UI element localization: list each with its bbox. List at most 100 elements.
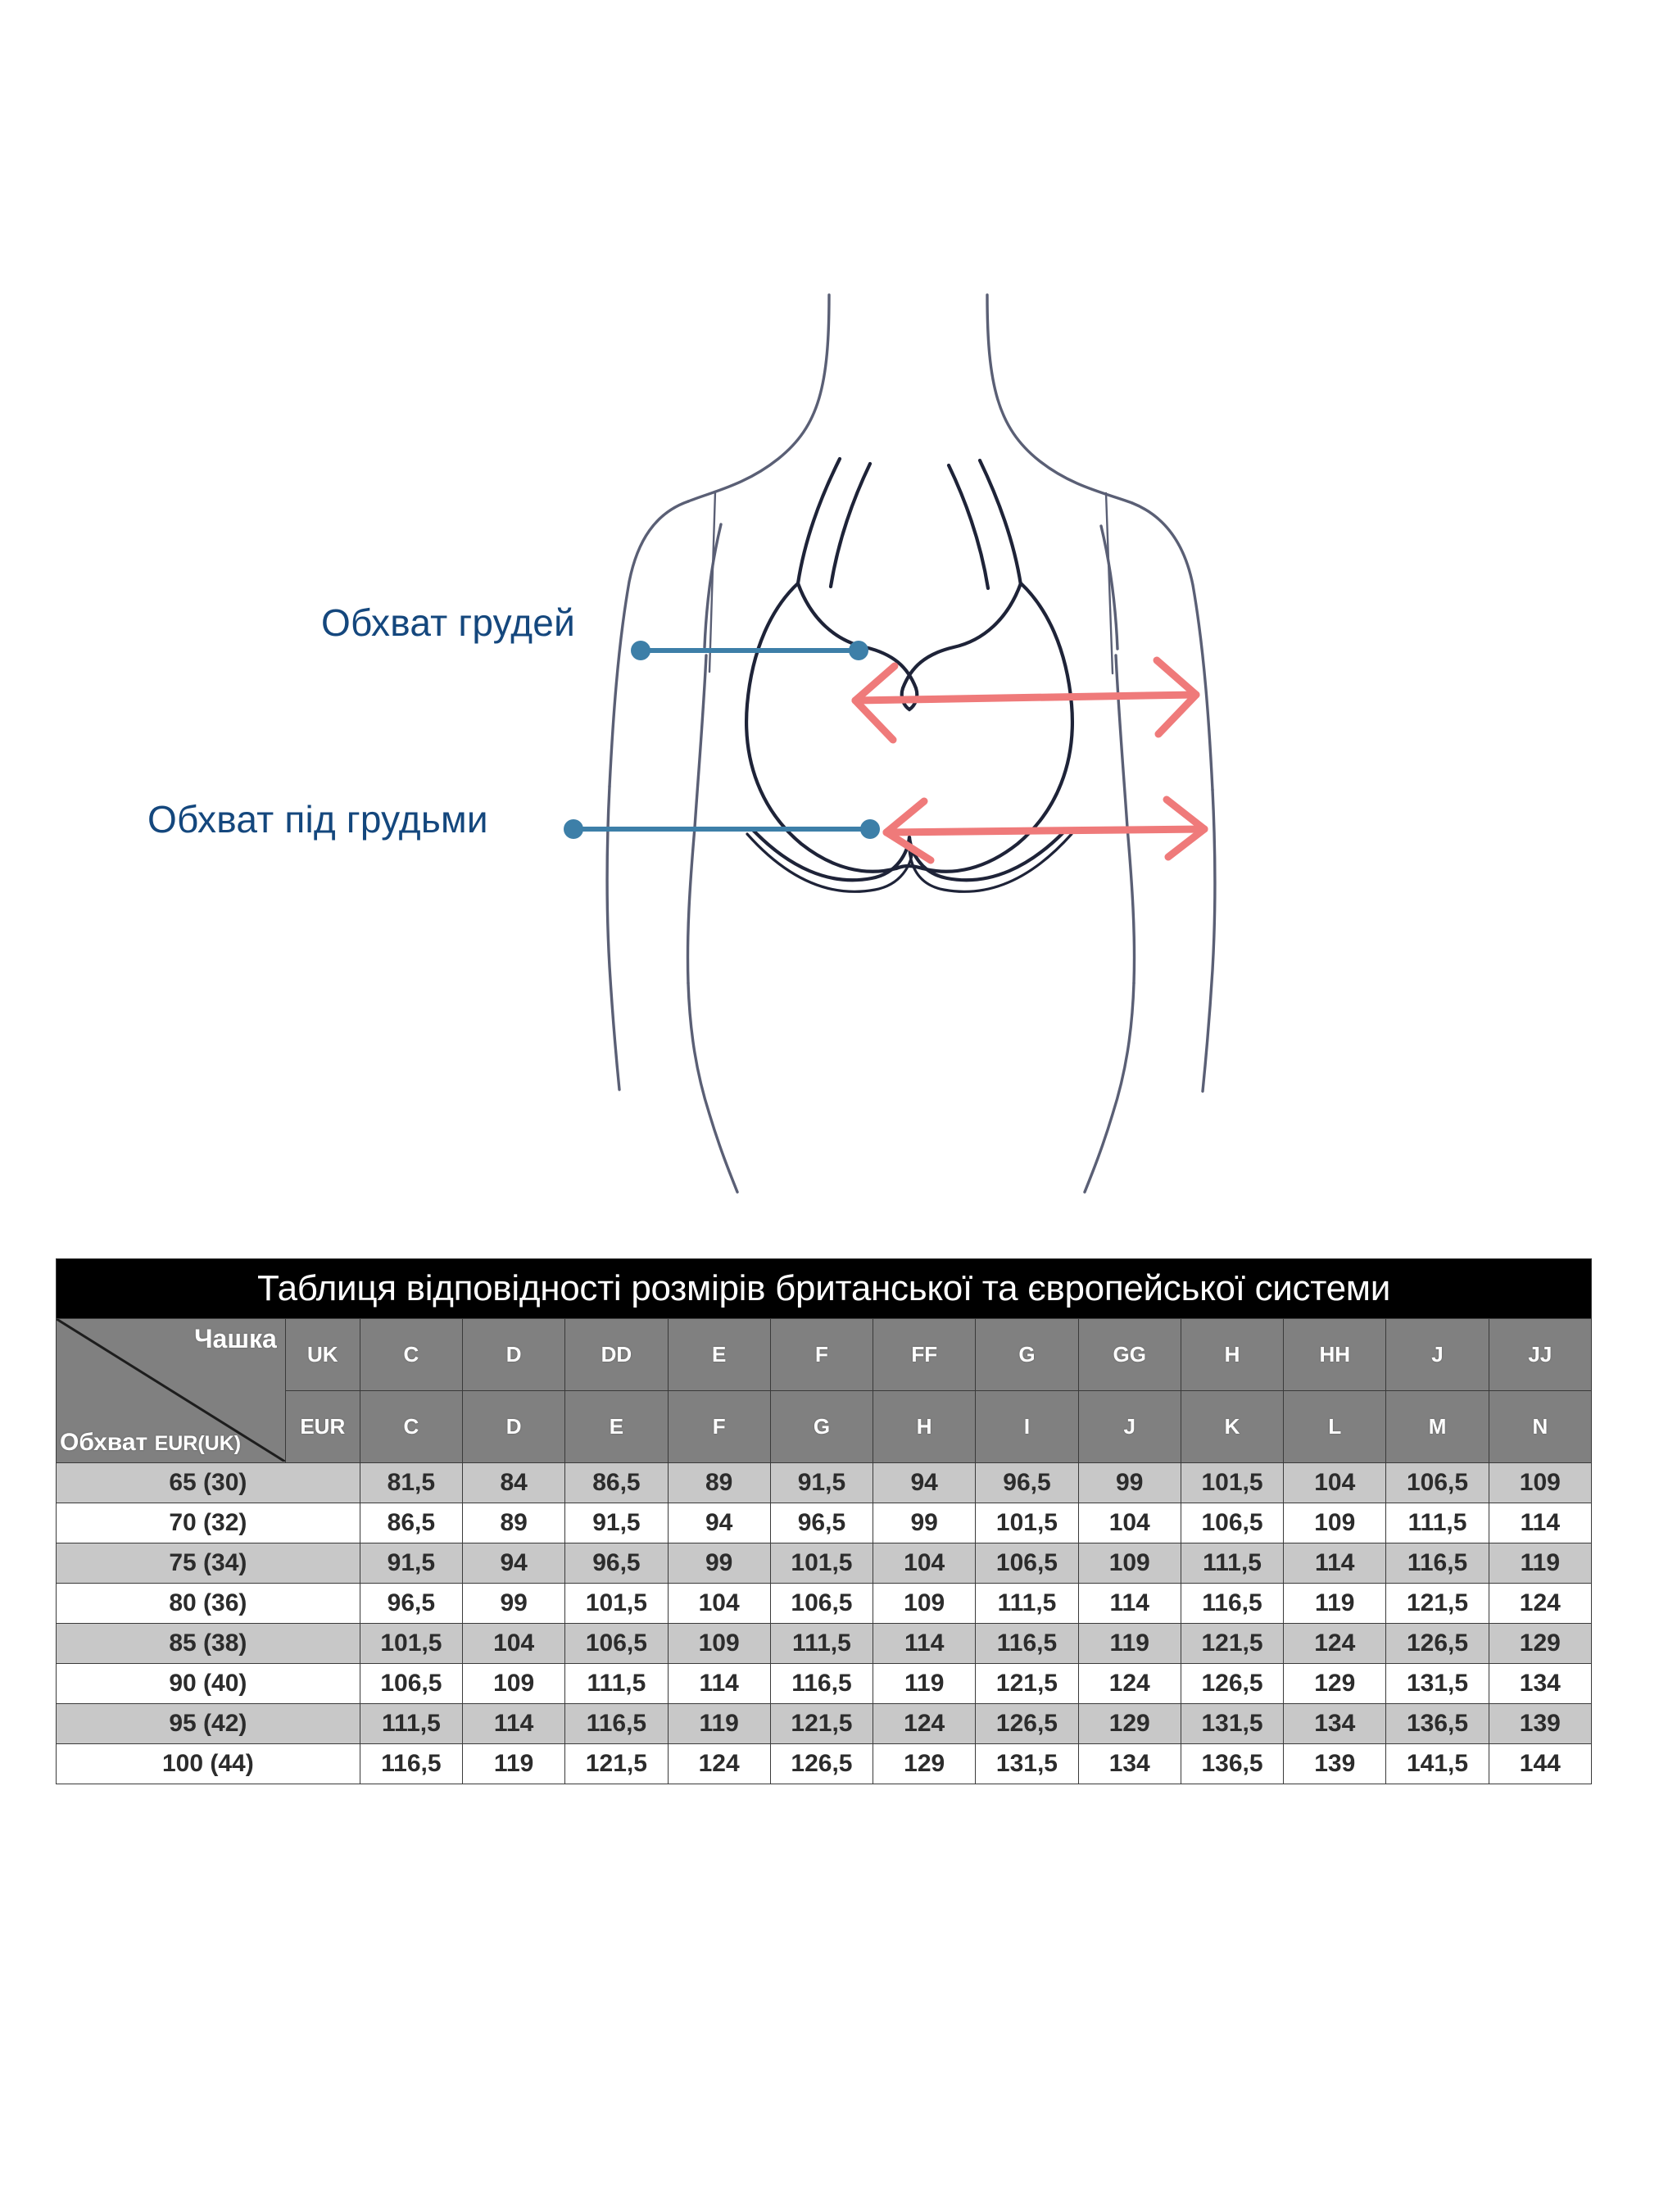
table-row: 70 (32) 86,5 89 91,5 94 96,5 99 101,5 104 106,5 10… (56, 1503, 1593, 1543)
header-eur-cup-11: N (1488, 1390, 1593, 1463)
table-title: Таблиця відповідності розмірів британськ… (56, 1258, 1592, 1319)
cell-measurement: 99 (873, 1503, 977, 1543)
cell-measurement: 114 (461, 1703, 566, 1744)
cell-measurement: 124 (873, 1703, 977, 1744)
cell-measurement: 141,5 (1385, 1743, 1489, 1784)
cell-measurement: 121,5 (769, 1703, 874, 1744)
cell-measurement: 109 (667, 1623, 771, 1664)
cell-measurement: 134 (1077, 1743, 1181, 1784)
cell-measurement: 136,5 (1385, 1703, 1489, 1744)
size-conversion-table-container: Таблиця відповідності розмірів британськ… (56, 1258, 1593, 1784)
cell-measurement: 86,5 (359, 1503, 464, 1543)
row-label-band-size: 80 (36) (56, 1583, 360, 1624)
header-uk-cup-2: DD (564, 1318, 669, 1391)
cell-measurement: 116,5 (1180, 1583, 1285, 1624)
corner-diagonal-divider (57, 1319, 285, 1462)
table-row: 65 (30) 81,5 84 86,5 89 91,5 94 96,5 99 101,5 104 1… (56, 1462, 1593, 1503)
cell-measurement: 101,5 (975, 1503, 1079, 1543)
header-uk-cup-5: FF (873, 1318, 977, 1391)
header-uk-cup-1: D (461, 1318, 566, 1391)
torso-illustration (564, 293, 1217, 1194)
cell-measurement: 81,5 (359, 1462, 464, 1503)
cell-measurement: 104 (461, 1623, 566, 1664)
header-eur-cup-6: I (975, 1390, 1079, 1463)
cell-measurement: 134 (1488, 1663, 1593, 1704)
cell-measurement: 124 (1283, 1623, 1387, 1664)
cell-measurement: 124 (1488, 1583, 1593, 1624)
row-label-band-size: 65 (30) (56, 1462, 360, 1503)
cell-measurement: 94 (667, 1503, 771, 1543)
cell-measurement: 114 (1488, 1503, 1593, 1543)
cell-measurement: 101,5 (769, 1543, 874, 1584)
header-uk-cup-11: JJ (1488, 1318, 1593, 1391)
header-eur-cup-3: F (667, 1390, 771, 1463)
header-eur-cup-1: D (461, 1390, 566, 1463)
cell-measurement: 99 (461, 1583, 566, 1624)
cell-measurement: 96,5 (769, 1503, 874, 1543)
table-row: 90 (40) 106,5 109 111,5 114 116,5 119 121,5 124 1… (56, 1663, 1593, 1704)
cell-measurement: 124 (667, 1743, 771, 1784)
header-eur-cup-10: M (1385, 1390, 1489, 1463)
cell-measurement: 101,5 (359, 1623, 464, 1664)
table-row: 85 (38) 101,5 104 106,5 109 111,5 114 116,5 119 1… (56, 1623, 1593, 1664)
cell-measurement: 116,5 (975, 1623, 1079, 1664)
cell-measurement: 99 (1077, 1462, 1181, 1503)
cell-measurement: 129 (1283, 1663, 1387, 1704)
row-label-band-size: 85 (38) (56, 1623, 360, 1664)
cell-measurement: 106,5 (359, 1663, 464, 1704)
cell-measurement: 124 (1077, 1663, 1181, 1704)
header-uk-cup-3: E (667, 1318, 771, 1391)
header-row-eur: EUR C D E F G H I J K L M N (57, 1390, 1593, 1463)
header-uk-cup-6: G (975, 1318, 1079, 1391)
cell-measurement: 106,5 (975, 1543, 1079, 1584)
cell-measurement: 121,5 (1385, 1583, 1489, 1624)
size-conversion-table: Таблиця відповідності розмірів британськ… (56, 1258, 1593, 1784)
bust-measure-arrow (851, 656, 1200, 744)
cell-measurement: 111,5 (1385, 1503, 1489, 1543)
cell-measurement: 119 (1283, 1583, 1387, 1624)
cell-measurement: 89 (667, 1462, 771, 1503)
cell-measurement: 114 (1077, 1583, 1181, 1624)
callout-label-bust: Обхват грудей (321, 601, 575, 644)
table-row: 95 (42) 111,5 114 116,5 119 121,5 124 126,5 129 1… (56, 1703, 1593, 1744)
table-corner-cell: Чашка Обхват EUR(UK) (56, 1318, 286, 1463)
header-uk-cup-4: F (769, 1318, 874, 1391)
bust-leader-line (631, 641, 868, 660)
cell-measurement: 129 (1488, 1623, 1593, 1664)
table-row: 80 (36) 96,5 99 101,5 104 106,5 109 111,5 114 116… (56, 1583, 1593, 1624)
cell-measurement: 96,5 (564, 1543, 669, 1584)
cell-measurement: 119 (873, 1663, 977, 1704)
cell-measurement: 111,5 (1180, 1543, 1285, 1584)
cell-measurement: 119 (1077, 1623, 1181, 1664)
cell-measurement: 109 (873, 1583, 977, 1624)
cell-measurement: 106,5 (769, 1583, 874, 1624)
header-uk-cup-7: GG (1077, 1318, 1181, 1391)
cell-measurement: 114 (667, 1663, 771, 1704)
underbust-leader-line (564, 819, 880, 839)
cell-measurement: 96,5 (359, 1583, 464, 1624)
cell-measurement: 121,5 (564, 1743, 669, 1784)
cell-measurement: 139 (1488, 1703, 1593, 1744)
cell-measurement: 119 (461, 1743, 566, 1784)
cell-measurement: 109 (461, 1663, 566, 1704)
cell-measurement: 104 (1077, 1503, 1181, 1543)
corner-band-label: Обхват EUR(UK) (60, 1429, 241, 1457)
row-label-band-size: 95 (42) (56, 1703, 360, 1744)
body-outline-group (605, 293, 1217, 1194)
header-eur-cup-5: H (873, 1390, 977, 1463)
cell-measurement: 89 (461, 1503, 566, 1543)
cell-measurement: 114 (873, 1623, 977, 1664)
header-eur-cup-8: K (1180, 1390, 1285, 1463)
cell-measurement: 121,5 (975, 1663, 1079, 1704)
cell-measurement: 136,5 (1180, 1743, 1285, 1784)
cell-measurement: 86,5 (564, 1462, 669, 1503)
cell-measurement: 126,5 (975, 1703, 1079, 1744)
row-label-band-size: 70 (32) (56, 1503, 360, 1543)
table-row: 75 (34) 91,5 94 96,5 99 101,5 104 106,5 109 111,5… (56, 1543, 1593, 1584)
cell-measurement: 126,5 (769, 1743, 874, 1784)
cell-measurement: 91,5 (564, 1503, 669, 1543)
header-uk-cup-0: C (359, 1318, 464, 1391)
cell-measurement: 111,5 (769, 1623, 874, 1664)
cell-measurement: 101,5 (1180, 1462, 1285, 1503)
table-body: 65 (30) 81,5 84 86,5 89 91,5 94 96,5 99 101,5 104 1… (56, 1462, 1593, 1784)
